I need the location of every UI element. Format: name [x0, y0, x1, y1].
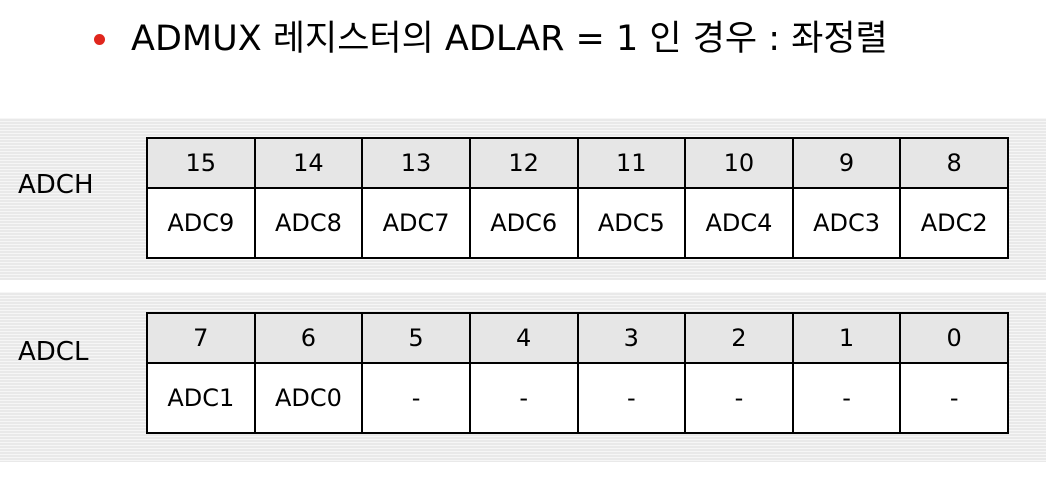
bit-name-cell: ADC1 — [146, 362, 256, 434]
bit-name-cell: - — [684, 362, 794, 434]
slide-title: ADMUX 레지스터의 ADLAR = 1 인 경우 : 좌정렬 — [94, 10, 888, 60]
bit-number-cell: 7 — [146, 312, 256, 364]
bit-number-cell: 4 — [468, 312, 579, 364]
bit-number-cell: 1 — [791, 312, 902, 364]
bit-name-cell: ADC0 — [253, 362, 364, 434]
bit-name-row: ADC9 ADC8 ADC7 ADC6 ADC5 ADC4 ADC3 ADC2 — [146, 187, 1009, 259]
bit-name-cell: ADC7 — [361, 187, 471, 259]
bit-name-cell: - — [899, 362, 1009, 434]
bit-number-cell: 14 — [253, 137, 364, 189]
bit-name-cell: ADC3 — [791, 187, 902, 259]
bit-number-cell: 0 — [899, 312, 1009, 364]
register-label-adcl: ADCL — [18, 337, 89, 367]
bit-name-cell: - — [791, 362, 902, 434]
bullet-icon — [94, 33, 105, 45]
bit-number-cell: 15 — [146, 137, 256, 189]
bit-name-cell: ADC5 — [576, 187, 687, 259]
bit-name-cell: ADC8 — [253, 187, 364, 259]
bit-number-cell: 12 — [468, 137, 579, 189]
bit-name-cell: - — [361, 362, 471, 434]
bit-number-cell: 9 — [791, 137, 902, 189]
bit-number-cell: 11 — [576, 137, 687, 189]
bit-number-cell: 2 — [684, 312, 794, 364]
bit-number-row: 15 14 13 12 11 10 9 8 — [146, 137, 1009, 189]
bit-name-cell: ADC6 — [468, 187, 579, 259]
bit-number-cell: 8 — [899, 137, 1009, 189]
bit-name-cell: - — [468, 362, 579, 434]
bit-name-cell: ADC4 — [684, 187, 794, 259]
bit-number-cell: 10 — [684, 137, 794, 189]
bit-name-cell: ADC9 — [146, 187, 256, 259]
bit-name-cell: - — [576, 362, 687, 434]
register-label-adch: ADCH — [18, 170, 94, 200]
register-table-adch: 15 14 13 12 11 10 9 8 ADC9 ADC8 ADC7 ADC… — [146, 137, 1009, 259]
bit-name-row: ADC1 ADC0 - - - - - - — [146, 362, 1009, 434]
bit-name-cell: ADC2 — [899, 187, 1009, 259]
register-table-adcl: 7 6 5 4 3 2 1 0 ADC1 ADC0 - - - - - - — [146, 312, 1009, 434]
bit-number-cell: 5 — [361, 312, 471, 364]
bit-number-cell: 3 — [576, 312, 687, 364]
bit-number-cell: 6 — [253, 312, 364, 364]
bit-number-cell: 13 — [361, 137, 471, 189]
slide-title-text: ADMUX 레지스터의 ADLAR = 1 인 경우 : 좌정렬 — [131, 18, 888, 59]
bit-number-row: 7 6 5 4 3 2 1 0 — [146, 312, 1009, 364]
